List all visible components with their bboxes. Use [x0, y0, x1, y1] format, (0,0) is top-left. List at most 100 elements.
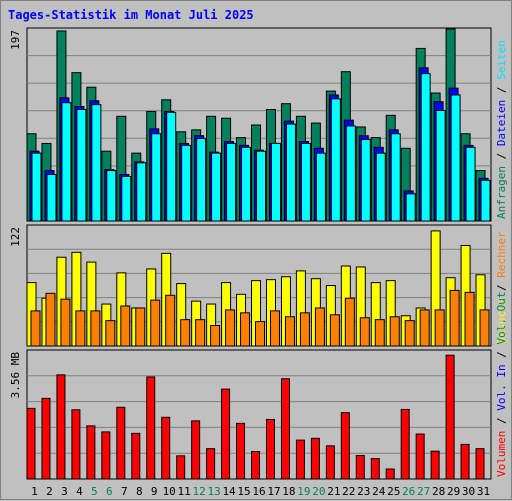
bar-volumen: [26, 407, 36, 480]
x-tick-label: 27: [417, 485, 430, 498]
legend-part: /: [495, 278, 508, 298]
x-tick-label: 6: [106, 485, 113, 498]
x-tick-label: 8: [136, 485, 143, 498]
legend-part: Rechner: [495, 231, 508, 278]
bar-volumen: [460, 443, 470, 480]
legend-part: Vol. In: [495, 364, 508, 410]
legend-part: /: [495, 80, 508, 100]
bar-rechner: [180, 319, 191, 347]
x-tick-label: 5: [91, 485, 98, 498]
bar-volumen: [310, 437, 320, 480]
bar-volumen: [385, 468, 395, 480]
bar-volumen: [56, 374, 66, 480]
bar-rechner: [479, 309, 490, 347]
x-tick-label: 11: [178, 485, 191, 498]
bar-rechner: [105, 320, 116, 347]
x-tick-label: 22: [342, 485, 355, 498]
bar-volumen: [280, 378, 290, 480]
bar-seiten: [91, 104, 102, 222]
bar-rechner: [120, 305, 131, 347]
bar-volumen: [191, 420, 201, 480]
y-max-label: 197: [9, 30, 22, 50]
bar-seiten: [136, 162, 147, 222]
x-tick-label: 31: [477, 485, 490, 498]
bar-seiten: [151, 133, 162, 222]
x-tick-label: 12: [193, 485, 206, 498]
bar-rechner: [165, 294, 176, 347]
bar-rechner: [404, 320, 415, 347]
y-max-label: 3.56 MB: [9, 352, 22, 399]
legend-part: /: [495, 411, 508, 431]
legend-part: Anfragen: [495, 166, 508, 219]
bar-seiten: [420, 73, 431, 222]
bar-rechner: [344, 297, 355, 347]
bar-seiten: [31, 152, 42, 222]
bar-volumen: [86, 425, 96, 480]
bar-seiten: [345, 125, 356, 222]
bar-volumen: [445, 354, 455, 480]
x-tick-label: 25: [387, 485, 400, 498]
bar-seiten: [450, 94, 461, 222]
bar-volumen: [101, 431, 111, 480]
bar-seiten: [390, 133, 401, 222]
bar-volumen: [221, 388, 231, 480]
bar-volumen: [430, 450, 440, 480]
x-tick-label: 30: [462, 485, 475, 498]
bar-volumen: [146, 376, 156, 480]
x-tick-label: 15: [237, 485, 250, 498]
x-tick-label: 20: [312, 485, 325, 498]
bar-volumen: [415, 433, 425, 480]
bar-seiten: [300, 142, 311, 222]
bar-rechner: [195, 319, 206, 347]
y-max-label: 122: [9, 227, 22, 247]
x-tick-label: 13: [207, 485, 220, 498]
x-tick-label: 19: [297, 485, 310, 498]
bar-rechner: [75, 310, 86, 347]
bar-volumen: [370, 458, 380, 480]
bar-rechner: [434, 309, 445, 347]
x-tick-label: 26: [402, 485, 415, 498]
x-tick-label: 4: [76, 485, 83, 498]
bar-seiten: [106, 170, 117, 222]
bar-rechner: [374, 319, 385, 347]
bar-volumen: [251, 451, 261, 480]
bar-seiten: [360, 139, 371, 222]
x-tick-label: 14: [222, 485, 236, 498]
bar-volumen: [206, 448, 216, 480]
x-tick-label: 10: [163, 485, 176, 498]
bar-seiten: [435, 109, 446, 222]
bar-seiten: [181, 144, 192, 222]
bar-volumen: [295, 439, 305, 480]
bar-volumen: [265, 418, 275, 480]
bar-rechner: [90, 310, 101, 347]
bar-rechner: [255, 321, 266, 347]
bar-volumen: [236, 422, 246, 480]
bar-volumen: [400, 408, 410, 480]
bar-seiten: [61, 102, 72, 222]
bar-rechner: [449, 289, 460, 347]
x-tick-label: 21: [327, 485, 340, 498]
chart-title: Tages-Statistik im Monat Juli 2025: [8, 8, 254, 22]
bar-volumen: [176, 455, 186, 480]
legend-part: Seiten: [495, 40, 508, 80]
bar-seiten: [480, 179, 491, 222]
legend-part: /: [495, 345, 508, 365]
bar-rechner: [150, 299, 161, 347]
x-tick-label: 1: [31, 485, 38, 498]
bar-seiten: [330, 98, 341, 222]
bar-rechner: [389, 316, 400, 347]
bar-rechner: [210, 325, 221, 347]
x-tick-label: 7: [121, 485, 128, 498]
bar-rechner: [45, 292, 56, 347]
bar-volumen: [161, 416, 171, 480]
bar-seiten: [285, 123, 296, 222]
bar-rechner: [135, 307, 146, 347]
bar-rechner: [464, 291, 475, 347]
bar-seiten: [166, 111, 177, 222]
bar-rechner: [329, 314, 340, 347]
bar-rechner: [240, 312, 251, 347]
bar-rechner: [269, 310, 280, 347]
x-tick-label: 3: [61, 485, 68, 498]
